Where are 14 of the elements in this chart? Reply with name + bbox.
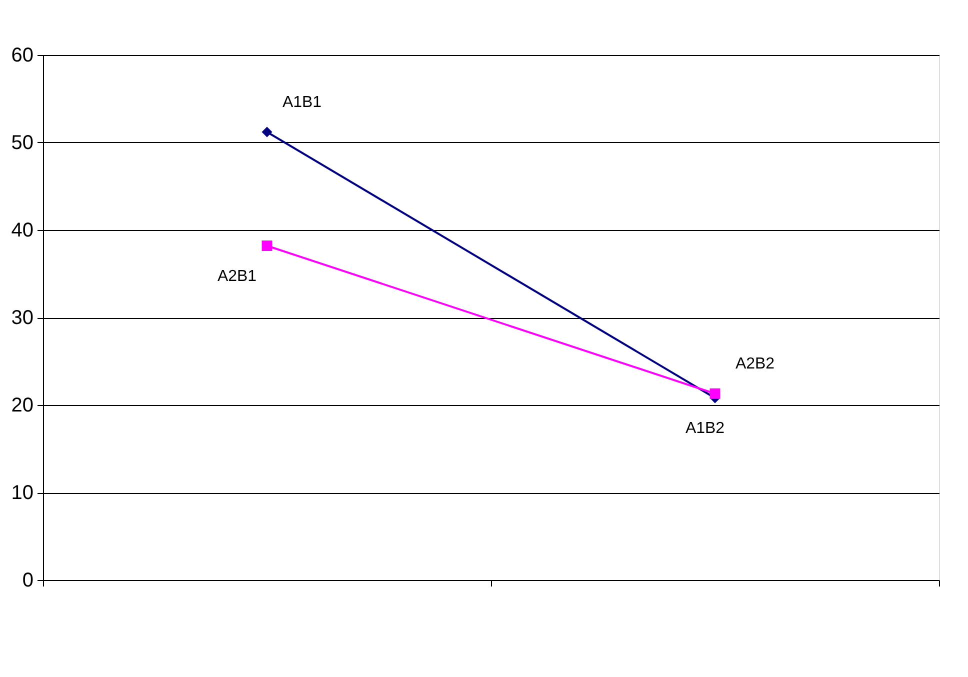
data-label: A1B2 (685, 420, 725, 437)
y-tick-label: 20 (11, 394, 34, 416)
point (710, 388, 720, 399)
y-tick-label: 0 (22, 570, 34, 592)
data-label: A1B1 (282, 94, 322, 111)
data-label: A2B2 (735, 356, 775, 373)
y-tick-label: 30 (11, 307, 34, 329)
y-tick-label: 40 (11, 220, 34, 242)
y-tick-label: 10 (11, 482, 34, 504)
point (262, 126, 272, 138)
point (262, 240, 272, 251)
y-tick-label: 60 (11, 44, 34, 66)
y-tick-label: 50 (11, 132, 34, 154)
data-label: A2B1 (217, 268, 257, 285)
